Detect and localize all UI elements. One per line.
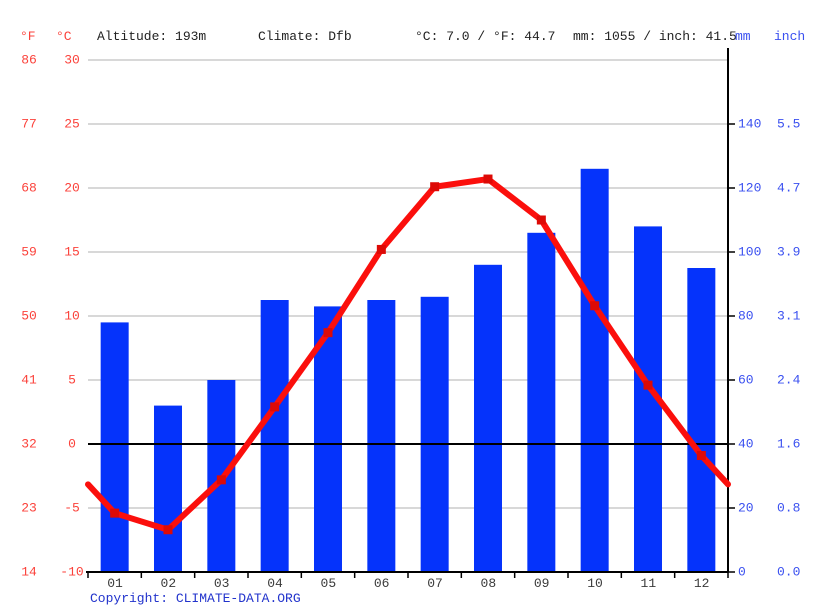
temperature-point xyxy=(376,244,386,254)
temperature-point xyxy=(696,451,706,461)
month-label: 07 xyxy=(427,576,443,591)
month-label: 04 xyxy=(267,576,283,591)
copyright-link[interactable]: CLIMATE-DATA.ORG xyxy=(175,591,301,606)
fahrenheit-tick-label: 14 xyxy=(21,564,37,580)
copyright-prefix: Copyright: xyxy=(90,591,176,606)
celsius-axis-title: °C xyxy=(56,29,72,44)
inch-tick-label: 3.1 xyxy=(777,308,801,324)
inch-tick-label: 4.7 xyxy=(777,180,801,196)
month-label: 06 xyxy=(373,576,390,591)
fahrenheit-tick-label: 32 xyxy=(21,436,37,452)
copyright: Copyright: CLIMATE-DATA.ORG xyxy=(90,591,301,606)
temperature-point xyxy=(643,380,653,390)
mm-tick-label: 40 xyxy=(738,436,754,452)
celsius-tick-label: 30 xyxy=(64,52,80,68)
temperature-point xyxy=(216,475,226,485)
temperature-point xyxy=(590,301,600,311)
climate-class-label: Climate: Dfb xyxy=(258,29,352,44)
fahrenheit-tick-label: 50 xyxy=(21,308,37,324)
temperature-point xyxy=(430,182,440,192)
precipitation-bar xyxy=(367,300,396,572)
inch-tick-label: 5.5 xyxy=(777,116,801,132)
mm-tick-label: 20 xyxy=(738,500,754,516)
precipitation-bar xyxy=(260,300,289,572)
month-label: 05 xyxy=(320,576,337,591)
month-label: 01 xyxy=(107,576,123,591)
temperature-point xyxy=(483,174,493,184)
temperature-point xyxy=(163,525,173,535)
mm-tick-label: 100 xyxy=(738,244,762,260)
temperature-point xyxy=(536,215,546,225)
month-label: 09 xyxy=(533,576,550,591)
month-label: 08 xyxy=(480,576,497,591)
precipitation-bar xyxy=(580,168,609,573)
celsius-tick-label: 5 xyxy=(68,372,76,388)
precipitation-bar xyxy=(154,405,182,572)
temperature-point xyxy=(323,328,333,338)
temperature-point xyxy=(270,402,280,412)
fahrenheit-tick-label: 77 xyxy=(21,116,37,132)
celsius-tick-label: 25 xyxy=(64,116,80,132)
inch-tick-label: 1.6 xyxy=(777,436,801,452)
precipitation-bar xyxy=(420,296,449,572)
mean-temperature-label: °C: 7.0 / °F: 44.7 xyxy=(415,29,556,44)
inch-tick-label: 3.9 xyxy=(777,244,801,260)
fahrenheit-tick-label: 59 xyxy=(21,244,37,260)
fahrenheit-tick-label: 41 xyxy=(21,372,37,388)
altitude-label: Altitude: 193m xyxy=(97,29,207,44)
precipitation-bar xyxy=(100,322,129,572)
celsius-tick-label: 10 xyxy=(64,308,80,324)
inch-tick-label: 0.0 xyxy=(777,564,801,580)
precipitation-bar xyxy=(687,268,716,572)
annual-precipitation-label: mm: 1055 / inch: 41.5 xyxy=(573,29,737,44)
mm-tick-label: 120 xyxy=(738,180,762,196)
temperature-point xyxy=(110,508,120,518)
fahrenheit-tick-label: 68 xyxy=(21,180,37,196)
celsius-tick-label: 15 xyxy=(64,244,80,260)
celsius-tick-label: -5 xyxy=(64,500,80,516)
celsius-tick-label: 20 xyxy=(64,180,80,196)
inch-tick-label: 2.4 xyxy=(777,372,801,388)
inch-tick-label: 0.8 xyxy=(777,500,801,516)
month-label: 02 xyxy=(160,576,177,591)
month-label: 12 xyxy=(693,576,710,591)
temperature-line xyxy=(85,176,731,533)
celsius-tick-label: -10 xyxy=(60,564,84,580)
mm-tick-label: 80 xyxy=(738,308,754,324)
fahrenheit-tick-label: 23 xyxy=(21,500,37,516)
mm-axis-title: mm xyxy=(735,29,751,44)
mm-tick-label: 60 xyxy=(738,372,754,388)
mm-tick-label: 140 xyxy=(738,116,762,132)
fahrenheit-tick-label: 86 xyxy=(21,52,37,68)
mm-tick-label: 0 xyxy=(738,564,746,580)
precipitation-bar xyxy=(527,232,556,573)
precipitation-bar xyxy=(474,264,502,572)
inch-axis-title: inch xyxy=(774,29,806,44)
fahrenheit-axis-title: °F xyxy=(20,29,36,44)
celsius-tick-label: 0 xyxy=(68,436,76,452)
month-label: 10 xyxy=(587,576,603,591)
month-label: 11 xyxy=(640,576,657,591)
month-label: 03 xyxy=(213,576,230,591)
